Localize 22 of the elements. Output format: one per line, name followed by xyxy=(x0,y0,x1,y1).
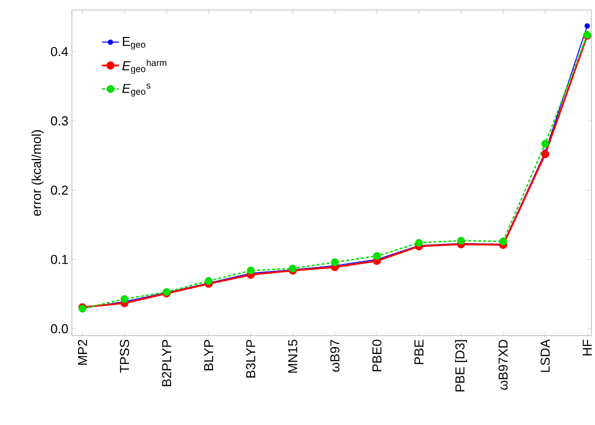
x-tick-label: HF xyxy=(582,340,592,356)
y-tick-label: 0.3 xyxy=(50,116,68,126)
x-tick-label: PBE xyxy=(414,340,424,364)
legend-label: E$_{geo}$ xyxy=(122,37,146,50)
x-tick-label: TPSS xyxy=(120,340,130,373)
legend-label: E$_{geo}$s xyxy=(122,84,150,97)
x-tick-label: BLYP xyxy=(204,340,214,370)
x-tick-label: PBE0 xyxy=(372,340,382,372)
x-tick-label: B2PLYP xyxy=(162,340,172,386)
x-tick-label: ωB97 xyxy=(330,340,340,372)
y-tick-label: 0.0 xyxy=(50,324,68,334)
legend-label: E$_{geo}$harm xyxy=(122,60,166,74)
x-tick-label: B3LYP xyxy=(246,340,256,378)
x-tick-label: MN15 xyxy=(288,340,298,373)
y-tick-label: 0.1 xyxy=(50,255,68,264)
x-tick-label: PBE [D3] xyxy=(455,340,468,392)
y-tick-label: 0.4 xyxy=(50,47,68,56)
y-axis-title: error (kcal/mol) xyxy=(32,130,44,216)
x-tick-label: MP2 xyxy=(78,340,87,365)
x-tick-label: LSDA xyxy=(540,339,550,372)
y-tick-label: 0.2 xyxy=(50,186,68,195)
x-tick-label: ωB97XD xyxy=(498,340,508,390)
